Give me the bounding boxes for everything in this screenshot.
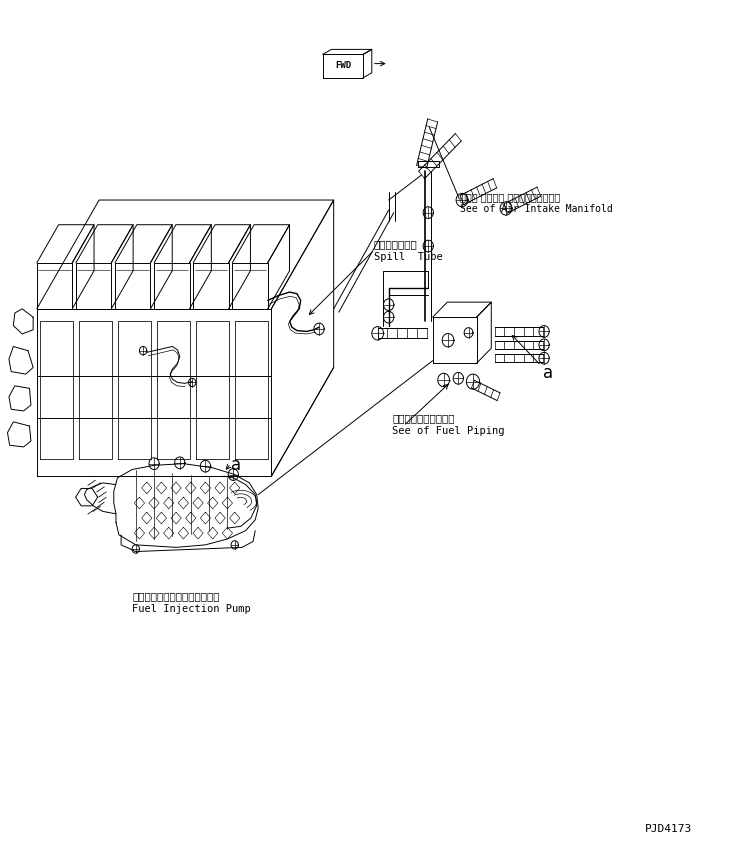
Text: a: a <box>231 456 241 473</box>
Text: フェルインジェクションポンプ: フェルインジェクションポンプ <box>132 590 220 601</box>
Text: See of Fuel Piping: See of Fuel Piping <box>392 426 505 436</box>
Text: エアー インテー クマニホールド参照: エアー インテー クマニホールド参照 <box>461 192 561 201</box>
Text: FWD: FWD <box>335 61 351 70</box>
Text: See of Air Intake Manifold: See of Air Intake Manifold <box>461 204 613 214</box>
Text: a: a <box>542 363 553 381</box>
Text: Fuel Injection Pump: Fuel Injection Pump <box>132 603 251 613</box>
Text: フェルパイピング参照: フェルパイピング参照 <box>392 413 455 423</box>
Text: Spill  Tube: Spill Tube <box>374 252 443 262</box>
Text: スピルチューブ: スピルチューブ <box>374 240 417 249</box>
Text: PJD4173: PJD4173 <box>646 823 693 833</box>
